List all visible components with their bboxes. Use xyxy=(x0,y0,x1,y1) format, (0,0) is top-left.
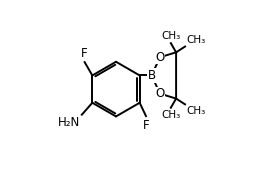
Text: O: O xyxy=(155,87,165,100)
Text: CH₃: CH₃ xyxy=(186,35,206,45)
Text: H₂N: H₂N xyxy=(58,116,80,129)
Text: CH₃: CH₃ xyxy=(161,31,180,41)
Text: O: O xyxy=(155,51,165,64)
Text: F: F xyxy=(81,47,88,60)
Text: CH₃: CH₃ xyxy=(161,110,180,120)
Text: CH₃: CH₃ xyxy=(186,106,206,116)
Text: B: B xyxy=(148,69,156,82)
Text: F: F xyxy=(143,119,149,132)
